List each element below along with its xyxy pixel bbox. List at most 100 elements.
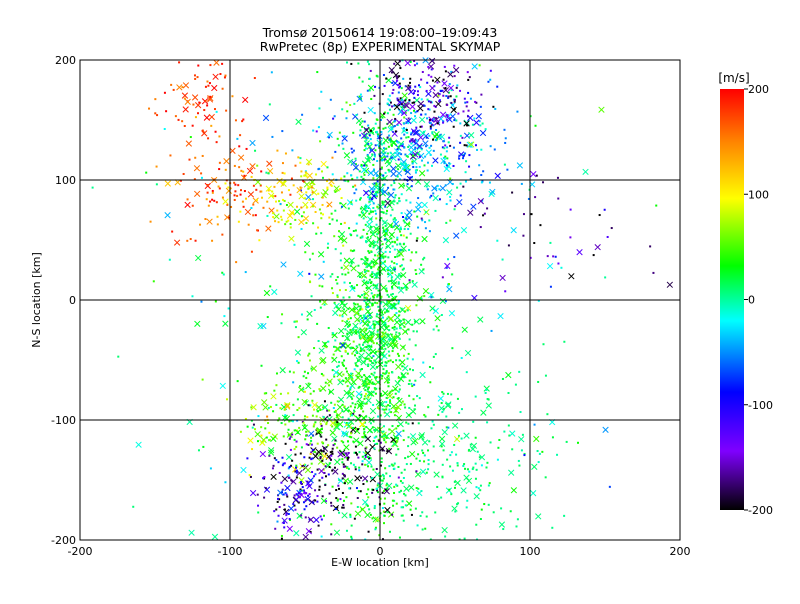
scatter-dot [344,349,347,352]
scatter-cross [444,402,452,409]
scatter-dot [395,406,398,409]
scatter-dot [386,136,389,139]
scatter-cross [410,128,418,135]
scatter-dot [414,320,417,323]
scatter-dot [365,306,368,309]
scatter-dot [363,205,366,208]
scatter-dot [349,249,352,252]
scatter-dot [321,459,324,462]
scatter-dot [484,391,487,394]
scatter-dot [520,182,523,185]
scatter-dot [386,381,389,384]
scatter-dot [358,343,361,346]
scatter-dot [445,150,448,153]
scatter-dot [287,467,290,470]
scatter-dot [294,164,297,167]
scatter-dot [446,458,449,461]
scatter-dot [397,390,400,393]
scatter-dot [395,483,398,486]
scatter-dot [446,146,449,149]
scatter-dot [504,290,507,293]
scatter-cross [546,262,554,270]
scatter-dot [250,419,253,422]
scatter-dot [367,386,370,389]
scatter-dot [361,463,364,466]
scatter-dot [223,76,226,79]
scatter-dot [371,491,374,494]
scatter-dot [367,124,370,127]
scatter-cross [333,417,340,425]
scatter-dot [319,434,322,437]
scatter-dot [334,190,337,193]
scatter-dot [349,405,352,408]
scatter-dot [375,276,378,279]
scatter-dot [453,64,456,67]
scatter-cross [284,403,291,410]
scatter-dot [563,340,566,343]
scatter-dot [248,474,251,477]
scatter-dot [301,486,304,489]
scatter-cross [450,106,457,114]
scatter-dot [438,93,441,96]
scatter-dot [379,308,382,311]
scatter-dot [360,163,363,166]
scatter-dot [264,487,267,490]
scatter-dot [448,488,451,491]
scatter-dot [288,370,291,373]
scatter-cross [425,149,433,156]
scatter-dot [345,423,348,426]
scatter-dot [387,300,390,303]
scatter-dot [461,153,464,156]
scatter-cross [306,310,313,317]
scatter-dot [398,388,401,391]
scatter-dot [297,491,300,494]
scatter-dot [389,101,392,104]
scatter-dot [410,251,413,254]
scatter-dot [360,407,363,410]
scatter-dot [445,221,448,224]
scatter-dot [327,326,330,329]
scatter-dot [458,157,461,160]
scatter-dot [346,458,349,461]
scatter-dot [404,286,407,289]
scatter-dot [346,325,349,328]
scatter-dot [370,465,373,468]
scatter-dot [288,476,291,479]
scatter-dot [471,123,474,126]
scatter-dot [359,328,362,331]
scatter-dot [380,210,383,213]
scatter-dot [421,511,424,514]
scatter-dot [542,181,545,184]
scatter-dot [453,486,456,489]
scatter-dot [354,184,357,187]
scatter-cross [468,141,475,148]
scatter-dot [398,60,401,63]
scatter-dot [368,251,371,254]
scatter-cross [432,194,439,202]
scatter-dot [211,189,214,192]
scatter-dot [391,127,394,130]
scatter-dot [341,472,344,475]
scatter-dot [341,458,344,461]
scatter-dot [389,475,392,478]
scatter-dot [356,375,359,378]
scatter-dot [383,408,386,411]
scatter-dot [398,332,401,335]
scatter-cross [336,371,343,378]
scatter-dot [468,448,471,451]
scatter-dot [464,152,467,155]
scatter-dot [221,271,224,274]
scatter-dot [428,365,431,368]
scatter-dot [386,209,389,212]
scatter-dot [328,136,331,139]
scatter-dot [396,124,399,127]
scatter-dot [302,421,305,424]
scatter-cross [394,380,401,387]
scatter-dot [282,521,285,524]
scatter-dot [410,139,413,142]
scatter-dot [285,514,288,517]
scatter-dot [383,200,386,203]
scatter-dot [204,218,207,221]
scatter-dot [233,198,236,201]
scatter-dot [368,198,371,201]
